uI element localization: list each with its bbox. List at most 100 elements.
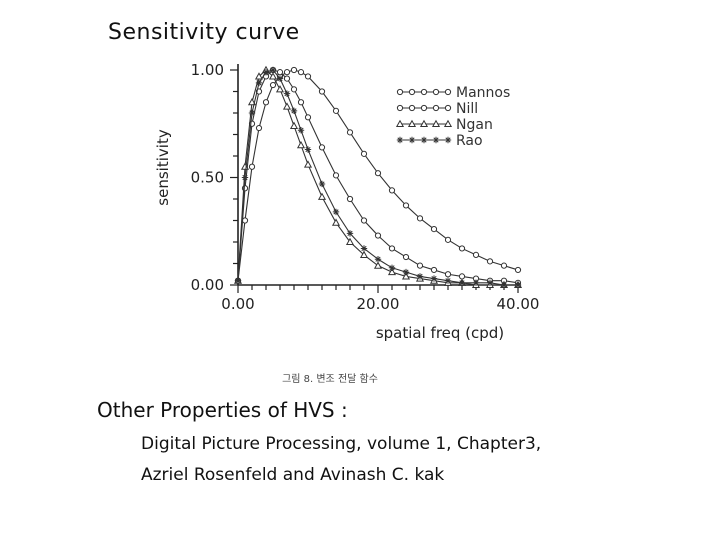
legend-marker: [407, 119, 417, 128]
sensitivity-chart: 0.00 20.00 40.00 0.00 0.50 1.00 Mannos Nill Nga…: [150, 50, 560, 395]
data-point: [346, 129, 354, 136]
data-point: [275, 85, 285, 93]
x-axis-label: spatial freq (cpd): [376, 324, 504, 342]
legend-label: Rao: [456, 133, 483, 149]
data-point: [401, 272, 411, 280]
data-point: [430, 226, 438, 233]
figure-caption: 그림 8. 변조 전달 함수: [282, 373, 378, 385]
legend-marker: [420, 136, 428, 144]
data-point: [283, 90, 291, 97]
data-point: [282, 102, 292, 110]
legend-marker: [443, 119, 453, 128]
data-point: [486, 279, 494, 287]
data-point: [332, 172, 340, 179]
data-point: [331, 218, 341, 226]
legend-marker: [431, 119, 441, 128]
data-point: [374, 232, 382, 239]
data-point: [472, 279, 480, 287]
legend-marker: [444, 136, 452, 144]
data-point: [458, 245, 466, 252]
y-tick-label: 0.50: [191, 169, 224, 187]
data-point: [332, 208, 340, 216]
data-point: [345, 237, 355, 246]
slide-title: Sensitivity curve: [108, 20, 300, 45]
data-point: [297, 127, 305, 134]
data-point: [304, 146, 312, 153]
data-point: [444, 277, 452, 284]
data-point: [430, 266, 438, 274]
data-point: [276, 69, 284, 76]
legend-marker: [444, 104, 452, 112]
data-point: [359, 250, 369, 258]
y-tick-label: 1.00: [191, 61, 224, 79]
chart-svg: 0.00 20.00 40.00 0.00 0.50 1.00 MannosNillNga…: [154, 61, 540, 385]
legend-marker: [396, 88, 404, 96]
legend-label: Mannos: [456, 85, 510, 101]
data-point: [318, 144, 326, 151]
section-heading: Other Properties of HVS :: [97, 398, 348, 422]
data-point: [500, 262, 508, 269]
legend-item-ngan: Ngan: [395, 117, 493, 133]
data-point: [283, 75, 291, 82]
data-point: [269, 66, 277, 74]
reference-line-1: Digital Picture Processing, volume 1, Ch…: [141, 434, 542, 454]
legend-item-mannos: Mannos: [396, 85, 510, 101]
data-point: [255, 79, 263, 87]
data-point: [374, 256, 382, 263]
data-point: [360, 245, 368, 252]
data-point: [248, 109, 256, 117]
data-point: [332, 107, 340, 114]
data-point: [402, 202, 410, 209]
data-point: [402, 268, 410, 276]
data-point: [290, 66, 298, 74]
legend-item-rao: Rao: [396, 133, 483, 149]
data-point: [388, 245, 396, 252]
legend-marker: [420, 88, 428, 96]
legend-marker: [396, 136, 404, 144]
legend-marker: [395, 119, 405, 128]
legend-marker: [432, 104, 440, 112]
data-point: [416, 273, 424, 280]
data-point: [318, 180, 326, 188]
legend-label: Ngan: [456, 117, 493, 133]
data-point: [458, 273, 466, 280]
data-point: [402, 253, 410, 261]
y-axis-label: sensitivity: [154, 129, 172, 206]
data-point: [458, 279, 466, 287]
data-point: [388, 264, 396, 271]
data-point: [444, 271, 452, 278]
x-tick-label: 0.00: [221, 295, 254, 313]
data-point: [297, 99, 305, 106]
data-point: [360, 150, 368, 157]
chart-series-layer: [233, 65, 523, 289]
data-point: [430, 275, 438, 282]
chart-ticks: 0.00 20.00 40.00 0.00 0.50 1.00: [191, 61, 540, 313]
legend-marker: [444, 88, 452, 96]
data-point: [346, 195, 354, 203]
data-point: [373, 261, 383, 269]
data-point: [346, 230, 354, 237]
data-point: [318, 88, 326, 95]
legend-marker: [432, 136, 440, 144]
data-point: [254, 72, 264, 80]
data-point: [317, 192, 327, 200]
data-point: [289, 121, 299, 129]
data-point: [374, 170, 382, 177]
data-point: [486, 258, 494, 265]
series-mannos: [234, 66, 522, 284]
data-point: [304, 73, 312, 80]
legend-marker: [408, 88, 416, 96]
data-point: [290, 107, 298, 115]
reference-line-2: Azriel Rosenfeld and Avinash C. kak: [141, 465, 445, 485]
legend-label: Nill: [456, 101, 478, 117]
data-point: [296, 141, 306, 149]
data-point: [262, 68, 270, 76]
data-point: [248, 163, 256, 170]
legend-marker: [432, 88, 440, 96]
data-point: [500, 281, 508, 289]
x-tick-label: 40.00: [497, 295, 540, 313]
data-point: [444, 236, 452, 243]
legend-item-nill: Nill: [396, 101, 478, 117]
data-point: [268, 72, 278, 80]
